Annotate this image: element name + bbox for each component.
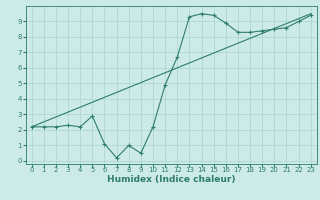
X-axis label: Humidex (Indice chaleur): Humidex (Indice chaleur) <box>107 175 236 184</box>
